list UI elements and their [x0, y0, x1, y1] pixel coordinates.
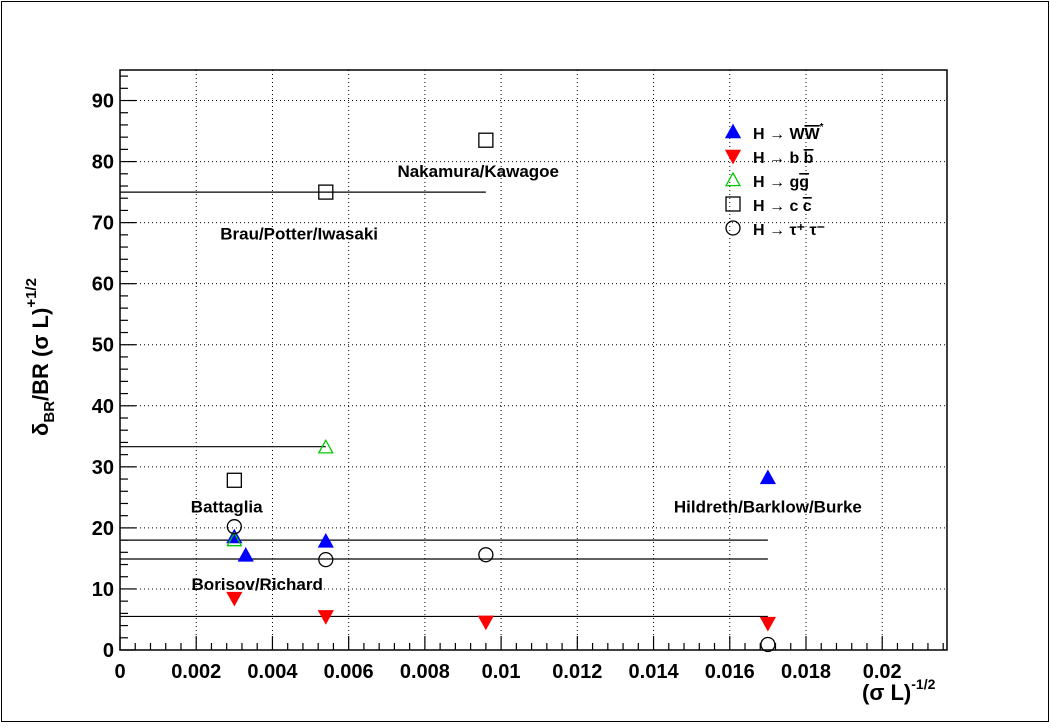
legend-entry-cc: H → c c	[725, 196, 812, 215]
legend-label-sup: *	[820, 122, 824, 133]
legend-marker-bb	[724, 149, 742, 165]
x-tick-label: 0.016	[705, 661, 755, 683]
axes: 0 0.002 0.004 0.006 0.008 0.01 0.012 0.014 0.016…	[92, 75, 944, 683]
x-tick-label: 0.01	[482, 661, 521, 683]
data-point-tautau	[478, 547, 494, 563]
annotation-label: Brau/Potter/Iwasaki	[220, 225, 378, 244]
series-cc	[226, 132, 494, 488]
data-point-bb	[317, 610, 334, 625]
y-axis-label: δBR/BR (σ L)+1/2	[23, 278, 58, 436]
legend-label-overlined: W	[805, 126, 821, 143]
legend-label-overlined: b	[804, 150, 814, 167]
data-point-cc	[318, 184, 334, 200]
annotations: Nakamura/Kawagoe Brau/Potter/Iwasaki Batta…	[191, 162, 862, 594]
legend-label-main: H → τ⁺ τ⁻	[753, 222, 825, 239]
x-tick-label: 0.018	[781, 661, 831, 683]
legend-label-main: H → W	[753, 126, 805, 143]
y-tick-label: 50	[92, 335, 114, 357]
legend-entry-ww: H → WW*	[724, 122, 824, 143]
plot-frame	[119, 69, 948, 651]
legend-label-main: H → c	[753, 198, 803, 215]
legend-label-tautau: H → τ⁺ τ⁻	[753, 222, 825, 239]
data-point-tautau	[226, 519, 242, 535]
y-axis-label-sub: BR	[41, 401, 58, 423]
grid	[120, 70, 947, 650]
y-tick-label: 60	[92, 274, 114, 296]
x-axis-label-sup: -1/2	[911, 676, 935, 692]
x-tick-label: 0	[114, 661, 125, 683]
data-point-bb	[477, 615, 494, 631]
legend-label-ww: H → WW*	[753, 122, 824, 143]
legend-label-gg: H → gg	[753, 174, 809, 191]
series-tautau	[226, 519, 776, 653]
annotation-label: Borisov/Richard	[192, 575, 323, 594]
data-point-tautau	[318, 551, 334, 568]
legend-label-main: H → g	[753, 174, 799, 191]
y-tick-label: 10	[92, 579, 114, 601]
y-tick-label: 80	[92, 152, 114, 174]
legend-label-overlined: c	[803, 198, 812, 215]
legend-label-bb: H → b b	[753, 150, 814, 167]
series-bb	[226, 591, 776, 632]
data-markers	[226, 132, 776, 653]
data-point-ww	[759, 469, 776, 485]
y-tick-label: 40	[92, 396, 114, 418]
x-tick-label: 0.014	[629, 661, 680, 683]
y-tick-label: 90	[92, 91, 114, 113]
reference-lines	[120, 191, 768, 618]
y-axis-label-main: δ	[28, 423, 53, 436]
legend: H → WW* H → b b H → gg H → c c H → τ⁺ τ⁻	[724, 122, 825, 239]
x-tick-label: 0.02	[863, 661, 902, 683]
legend-label-main: H → b	[753, 150, 804, 167]
y-tick-label: 20	[92, 518, 114, 540]
y-tick-label: 30	[92, 457, 114, 479]
y-tick-label: 0	[103, 640, 114, 662]
data-point-ww	[317, 532, 334, 548]
annotation-label: Hildreth/Barklow/Burke	[674, 498, 862, 517]
x-axis-label-base: (σ L)	[862, 680, 911, 705]
x-tick-label: 0.002	[171, 661, 221, 683]
data-point-gg	[317, 438, 334, 454]
legend-marker-cc	[725, 196, 741, 212]
x-tick-label: 0.006	[324, 661, 374, 683]
x-tick-label: 0.008	[400, 661, 450, 683]
y-axis-label-rest: /BR (σ L)	[28, 308, 53, 401]
data-point-cc	[226, 472, 242, 488]
legend-entry-gg: H → gg	[724, 171, 809, 191]
legend-marker-gg	[724, 171, 742, 187]
data-point-cc	[478, 132, 494, 148]
data-point-bb	[759, 616, 776, 632]
legend-marker-tautau	[725, 220, 741, 236]
x-tick-label: 0.012	[552, 661, 602, 683]
legend-label-cc: H → c c	[753, 198, 812, 215]
series-gg	[226, 438, 334, 547]
data-point-ww	[237, 547, 254, 562]
y-tick-label: 70	[92, 213, 114, 235]
legend-entry-bb: H → b b	[724, 149, 814, 167]
annotation-label: Nakamura/Kawagoe	[397, 162, 559, 181]
data-point-bb	[226, 591, 243, 607]
x-tick-label: 0.004	[247, 661, 298, 683]
data-point-gg	[226, 531, 243, 547]
data-point-tautau	[760, 636, 776, 653]
annotation-label: Battaglia	[191, 498, 263, 517]
legend-entry-tautau: H → τ⁺ τ⁻	[725, 220, 825, 239]
legend-marker-ww	[724, 123, 742, 139]
y-axis-label-sup: +1/2	[23, 278, 40, 308]
legend-label-overlined: g	[799, 174, 809, 191]
x-axis-label: (σ L)-1/2	[862, 676, 936, 705]
